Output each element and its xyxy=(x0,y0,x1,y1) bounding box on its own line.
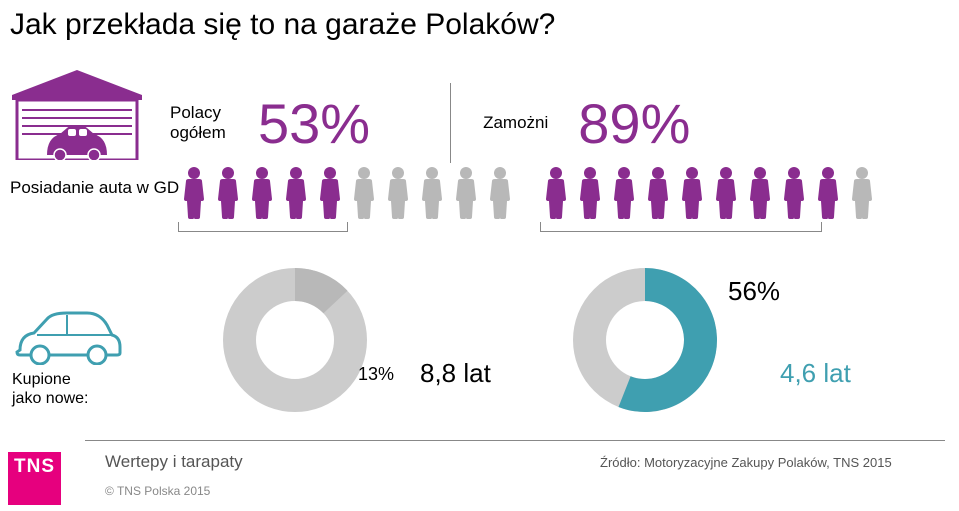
kupione-label: Kupione jako nowe: xyxy=(12,370,89,408)
footer-divider xyxy=(85,440,945,441)
stats-row: Polacy ogółem 53% Zamożni 89% xyxy=(170,78,910,168)
stat-left-value: 53% xyxy=(258,91,370,156)
kupione-line1: Kupione xyxy=(12,371,71,388)
age-left: 8,8 lat xyxy=(420,358,491,389)
bracket-right xyxy=(540,222,822,232)
tns-copyright: © TNS Polska 2015 xyxy=(105,484,210,498)
kupione-line2: jako nowe: xyxy=(12,390,89,407)
donut-right xyxy=(570,265,720,415)
footer-source: Źródło: Motoryzacyjne Zakupy Polaków, TN… xyxy=(600,455,892,470)
stat-left-label-2: ogółem xyxy=(170,123,226,142)
donut-left xyxy=(220,265,370,415)
people-left xyxy=(178,165,516,220)
stat-right-value: 89% xyxy=(578,91,690,156)
tns-logo: TNS xyxy=(8,452,61,505)
stat-right-label: Zamożni xyxy=(483,113,548,133)
stat-left-label: Polacy ogółem xyxy=(170,103,240,144)
car-icon xyxy=(12,305,122,365)
donut-right-pct: 56% xyxy=(728,276,780,307)
bracket-left xyxy=(178,222,348,232)
footer-title: Wertepy i tarapaty xyxy=(105,452,243,472)
garage-icon xyxy=(12,70,142,160)
page-title: Jak przekłada się to na garaże Polaków? xyxy=(10,8,555,42)
age-right: 4,6 lat xyxy=(780,358,851,389)
divider xyxy=(450,83,451,163)
stat-left-label-1: Polacy xyxy=(170,103,221,122)
posidanie-label: Posiadanie auta w GD xyxy=(10,178,179,198)
donut-left-pct: 13% xyxy=(358,364,394,385)
people-right xyxy=(540,165,878,220)
